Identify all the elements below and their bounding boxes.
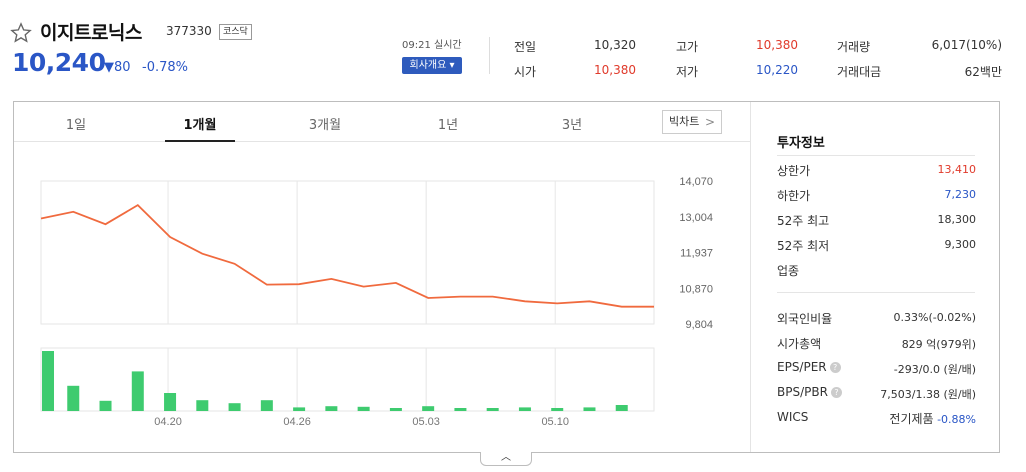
collapse-chevron-icon[interactable]: ︿ [480,452,532,466]
tab-3year[interactable]: 3년 [561,118,583,133]
period-tabs: 1일 1개월 3개월 1년 3년 빅차트 > [14,102,750,142]
prev-close-value: 10,320 [594,38,636,52]
industry-label: 업종 [777,264,800,278]
amount-value: 62백만 [964,65,1002,79]
bps-pbr-text: BPS/PBR [777,385,828,399]
wics-sector[interactable]: 전기제품 [889,412,934,426]
price-chart: 04.20 04.26 05.03 05.10 14,070 13,004 11,937 10… [40,176,713,428]
week52-high-label: 52주 최고 [777,214,830,228]
volume-bar [615,405,628,411]
y-tick-label: 14,070 [679,176,713,188]
y-tick-label: 11,937 [680,248,713,260]
low-label: 저가 [676,65,699,79]
volume-bar [228,403,241,411]
volume-plot-frame [40,347,655,412]
volume-bar [67,385,80,411]
eps-per-value: -293/0.0 (원/배) [893,363,976,376]
price-change: ▼80 [104,60,131,75]
amount-label: 거래대금 [837,65,882,79]
week52-low-value: 9,300 [944,238,977,251]
x-tick-label: 04.20 [154,416,182,428]
active-tab-underline [165,140,235,142]
high-value: 10,380 [756,38,798,52]
volume-bar [260,400,273,411]
market-cap-label: 시가총액 [777,337,822,351]
y-tick-label: 10,870 [679,283,713,295]
volume-bar [454,408,467,411]
header-divider [489,37,490,74]
panel-divider [750,102,751,452]
lower-limit-label: 하한가 [777,189,811,203]
company-overview-button[interactable]: 회사개요 ▾ [402,57,462,74]
week52-low-label: 52주 최저 [777,239,830,253]
info-divider [777,155,975,156]
low-value: 10,220 [756,63,798,77]
volume-bar [164,393,177,411]
chevron-right-icon: > [704,115,715,129]
eps-per-text: EPS/PER [777,360,827,374]
prev-close-label: 전일 [514,40,537,54]
volume-bar [357,406,370,411]
volume-bar [389,408,402,411]
upper-limit-value: 13,410 [937,163,977,176]
volume-bar [42,351,54,411]
market-badge: 코스닥 [219,24,252,40]
chart-panel: 1일 1개월 3개월 1년 3년 빅차트 > 04.20 04.26 05.03 05.… [13,101,1000,453]
volume-bar [518,407,531,411]
x-tick-label: 05.10 [541,416,569,428]
lower-limit-value: 7,230 [944,188,977,201]
investment-info: 투자정보 상한가 13,410 하한가 7,230 52주 최고 18,300 … [751,102,1000,452]
high-label: 고가 [676,40,699,54]
wics-label: WICS [777,410,809,424]
price-line [40,203,654,308]
current-price: 10,240 [12,48,106,77]
stock-code: 377330 [166,24,212,38]
open-value: 10,380 [594,63,636,77]
change-amount: 80 [114,60,131,75]
bps-pbr-value: 7,503/1.38 (원/배) [880,388,976,401]
tab-3month[interactable]: 3개월 [308,118,342,133]
chart-area: 1일 1개월 3개월 1년 3년 빅차트 > 04.20 04.26 05.03 05.… [14,102,750,452]
tab-1day[interactable]: 1일 [65,118,87,133]
upper-limit-label: 상한가 [777,164,811,178]
volume-bar [422,406,435,411]
eps-per-label: EPS/PER? [777,360,841,374]
bps-pbr-label: BPS/PBR? [777,385,842,399]
open-label: 시가 [514,65,537,79]
volume-value: 6,017(10%) [931,38,1002,52]
info-title: 투자정보 [777,136,825,151]
volume-bar [486,408,499,411]
price-plot-frame [40,180,655,325]
foreign-ratio-label: 외국인비율 [777,312,833,326]
wics-change: -0.88% [937,413,976,426]
bigchart-label: 빅차트 [669,115,700,128]
change-percent: -0.78% [142,60,188,75]
help-icon[interactable]: ? [830,387,842,398]
volume-bar [325,406,338,411]
info-divider-2 [777,292,975,293]
down-triangle-icon: ▼ [104,60,114,75]
volume-bar [196,400,209,411]
volume-bar [293,407,306,411]
tab-1year[interactable]: 1년 [437,118,459,133]
help-icon[interactable]: ? [829,362,841,373]
tab-1month[interactable]: 1개월 [183,118,217,133]
week52-high-value: 18,300 [937,213,977,226]
y-tick-label: 13,004 [679,212,713,224]
foreign-ratio-value: 0.33%(-0.02%) [893,311,976,324]
x-tick-label: 05.03 [412,416,440,428]
stock-name: 이지트로닉스 [40,22,142,44]
favorite-star-icon[interactable] [10,22,32,44]
realtime-label: 09:21 실시간 [402,40,462,51]
volume-bar [131,371,144,411]
y-tick-label: 9,804 [685,319,713,331]
market-cap-value: 829 억(979위) [901,338,976,351]
wics-value: 전기제품 -0.88% [889,410,976,427]
volume-label: 거래량 [837,40,871,54]
x-tick-label: 04.26 [283,416,311,428]
bigchart-button[interactable]: 빅차트 > [662,110,722,134]
volume-bar [583,407,596,411]
volume-bar [551,408,564,411]
volume-bar [99,400,112,411]
